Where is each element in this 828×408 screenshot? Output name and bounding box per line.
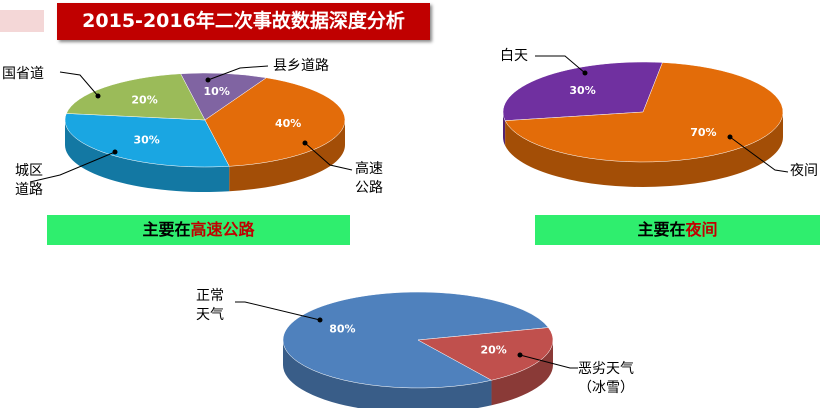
- leader-line: [235, 301, 321, 321]
- category-label: 高速公路: [355, 161, 383, 196]
- value-label: 40%: [275, 117, 301, 130]
- leader-dot: [205, 77, 211, 83]
- leader-dot: [582, 70, 588, 76]
- category-label: 城区道路: [15, 163, 43, 198]
- pie-slice: [65, 73, 206, 121]
- caption-highlight: 夜间: [685, 220, 718, 239]
- category-label: 国省道: [2, 66, 44, 82]
- leader-dot: [517, 352, 523, 358]
- pie-side: [229, 120, 345, 192]
- value-label: 80%: [329, 323, 355, 336]
- value-label: 70%: [690, 126, 716, 139]
- slide-title: 2015-2016年二次事故数据深度分析: [57, 3, 430, 40]
- caption-highlight: 高速公路: [190, 220, 255, 239]
- leader-line: [304, 142, 353, 171]
- leader-line: [59, 71, 99, 97]
- caption-prefix: 主要在: [637, 220, 686, 239]
- pie-slice: [417, 327, 554, 381]
- pie-slice: [282, 291, 549, 389]
- value-label: 30%: [133, 133, 159, 146]
- pie-side: [491, 340, 553, 406]
- value-label: 30%: [569, 84, 595, 97]
- pie-slice: [502, 61, 663, 121]
- caption-prefix: 主要在: [142, 220, 191, 239]
- pie-side: [503, 112, 506, 146]
- category-label: 县乡道路: [273, 58, 329, 74]
- caption: 主要在夜间: [535, 215, 820, 245]
- value-label: 10%: [204, 85, 230, 98]
- caption: 主要在高速公路: [47, 215, 350, 245]
- value-label: 20%: [131, 93, 157, 106]
- leader-dot: [95, 93, 101, 99]
- leader-line: [207, 65, 269, 81]
- leader-line: [519, 354, 578, 369]
- pie-side: [505, 112, 783, 188]
- value-label: 20%: [480, 343, 506, 356]
- pie-side: [283, 340, 492, 408]
- pie-side: [65, 120, 230, 193]
- pie-slice: [204, 77, 346, 167]
- leader-dot: [302, 140, 308, 146]
- leader-dot: [112, 149, 118, 155]
- leader-dot: [727, 134, 733, 140]
- category-label: 夜间: [790, 163, 818, 179]
- category-label: 正常天气: [196, 288, 224, 323]
- leader-dot: [317, 317, 323, 323]
- title-tab: [0, 10, 44, 32]
- category-label: 白天: [500, 48, 528, 64]
- leader-line: [729, 136, 789, 173]
- pie-slice: [64, 113, 230, 168]
- category-label: 恶劣天气（冰雪）: [578, 361, 634, 396]
- leader-line: [29, 151, 116, 183]
- leader-line: [535, 55, 586, 74]
